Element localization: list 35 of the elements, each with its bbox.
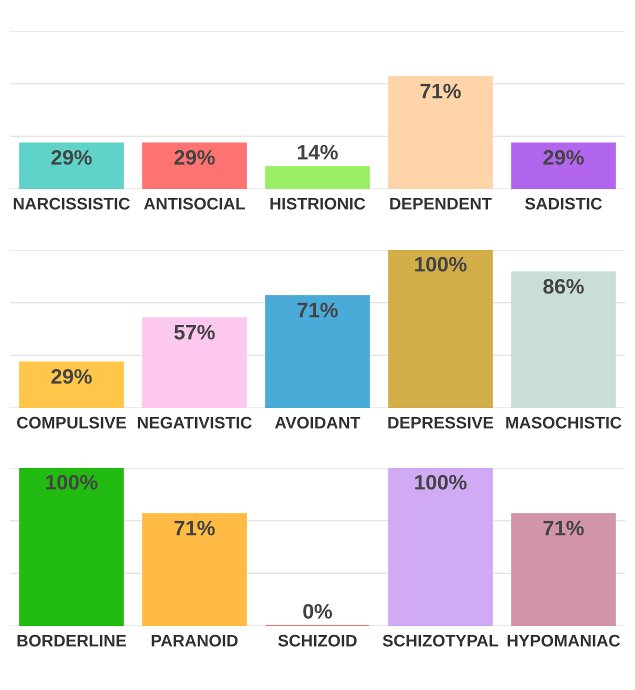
x-tick-label: SCHIZOTYPAL xyxy=(382,634,498,647)
data-label: 29% xyxy=(51,150,92,165)
data-label: 100% xyxy=(415,256,467,272)
data-label: 71% xyxy=(298,302,338,318)
x-tick-label: HISTRIONIC xyxy=(270,198,366,210)
data-label: 100% xyxy=(46,474,98,490)
data-label: 29% xyxy=(51,369,92,384)
bar xyxy=(265,295,370,408)
x-tick-label: SADISTIC xyxy=(525,198,602,210)
x-tick-label: PARANOID xyxy=(152,634,238,647)
data-label: 71% xyxy=(174,520,215,536)
bar xyxy=(19,361,124,408)
x-tick-label: SCHIZOID xyxy=(278,634,357,647)
x-tick-label: AVOIDANT xyxy=(275,416,360,429)
x-tick-label: COMPULSIVE xyxy=(17,416,126,429)
data-label: 71% xyxy=(420,84,461,98)
x-tick-label: BORDERLINE xyxy=(18,634,126,647)
x-tick-label: ANTISOCIAL xyxy=(144,198,245,210)
data-label: 14% xyxy=(298,144,338,160)
data-label: 0% xyxy=(303,604,332,619)
x-tick-label: DEPRESSIVE xyxy=(388,416,494,429)
bar xyxy=(388,250,493,408)
data-label: 29% xyxy=(174,150,215,165)
data-label: 86% xyxy=(543,278,584,294)
x-tick-label: DEPENDENT xyxy=(390,198,492,210)
x-tick-label: NEGATIVISTIC xyxy=(138,416,252,429)
bar xyxy=(511,271,616,408)
x-tick-label: HYPOMANIAC xyxy=(508,634,620,647)
data-label: 71% xyxy=(544,520,584,536)
bar xyxy=(142,317,247,408)
data-label: 100% xyxy=(415,474,467,490)
x-tick-label: MASOCHISTIC xyxy=(506,416,622,429)
x-tick-label: NARCISSISTIC xyxy=(14,198,130,210)
data-label: 29% xyxy=(543,150,584,165)
data-label: 57% xyxy=(174,324,215,340)
